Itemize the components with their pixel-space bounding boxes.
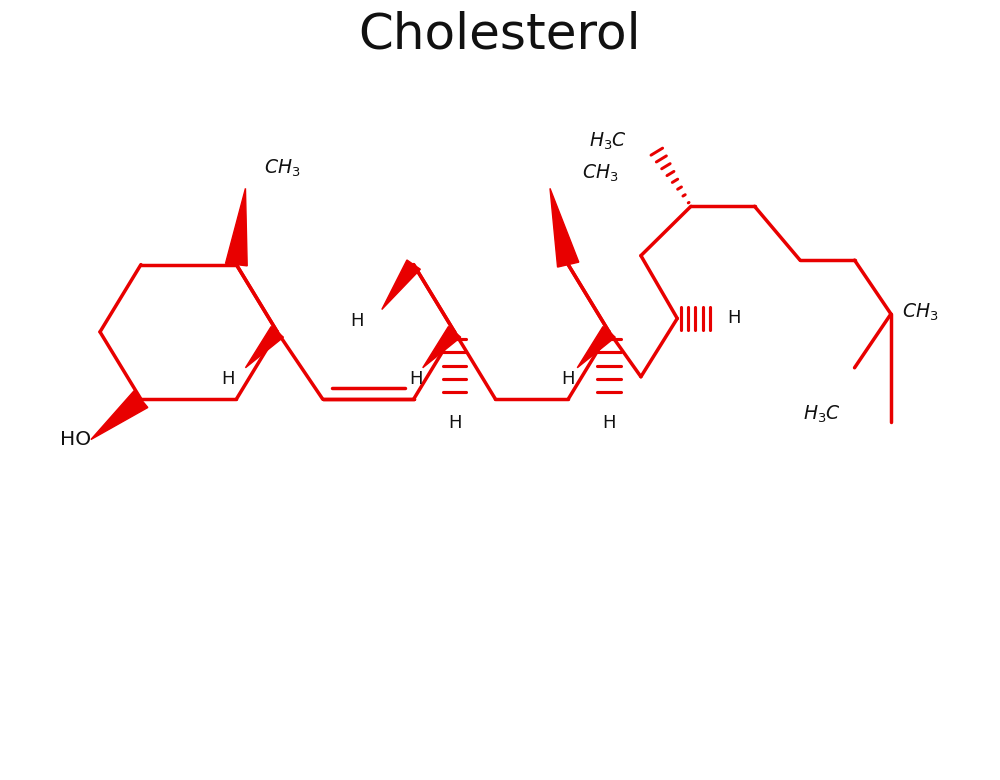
Text: H: H — [561, 370, 575, 388]
Polygon shape — [382, 260, 420, 310]
Text: Cholesterol: Cholesterol — [359, 10, 641, 58]
Text: H: H — [448, 414, 461, 432]
Text: VectorStock®: VectorStock® — [20, 739, 160, 758]
Polygon shape — [245, 327, 283, 368]
Text: $CH_3$: $CH_3$ — [582, 162, 618, 184]
Text: H: H — [727, 310, 741, 328]
Text: $CH_3$: $CH_3$ — [902, 302, 938, 323]
Text: H: H — [221, 370, 235, 388]
Polygon shape — [226, 189, 247, 266]
Text: HO: HO — [60, 430, 91, 449]
Text: H: H — [409, 370, 423, 388]
Text: VectorStock.com/45011726: VectorStock.com/45011726 — [769, 741, 980, 757]
Text: $H_3C$: $H_3C$ — [589, 131, 627, 152]
Text: $H_3C$: $H_3C$ — [803, 404, 841, 425]
Text: $CH_3$: $CH_3$ — [264, 158, 300, 179]
Text: H: H — [602, 414, 616, 432]
Polygon shape — [91, 391, 148, 440]
Polygon shape — [550, 189, 579, 267]
Polygon shape — [423, 327, 461, 368]
Text: H: H — [350, 312, 364, 330]
Polygon shape — [577, 327, 615, 368]
